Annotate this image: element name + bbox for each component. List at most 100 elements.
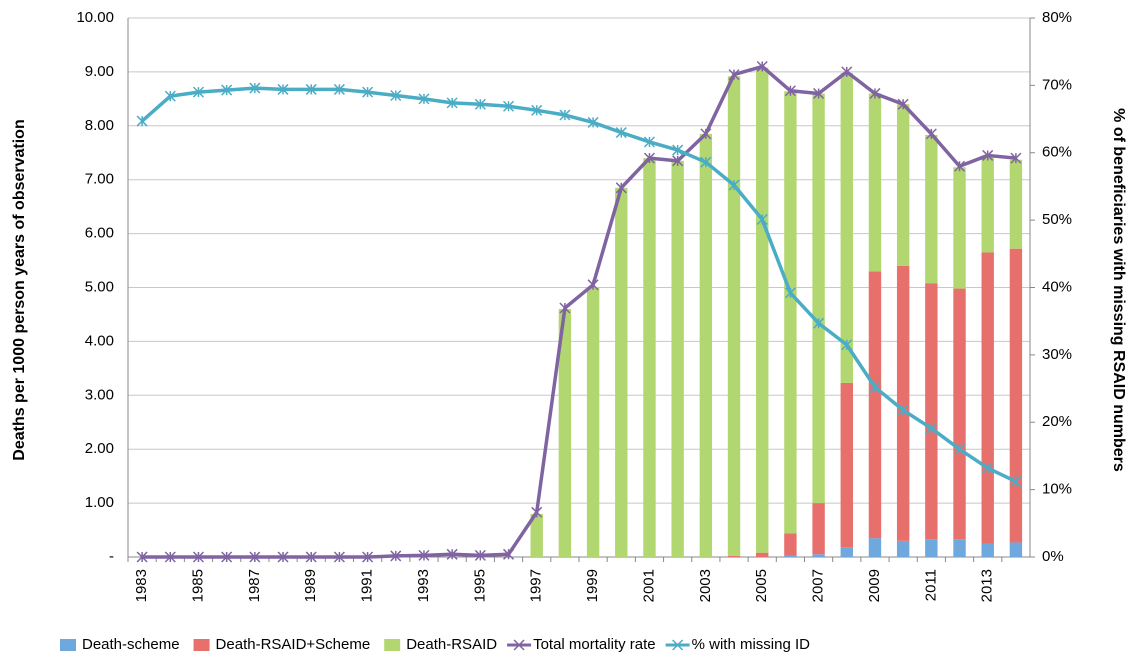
marker bbox=[305, 83, 317, 95]
marker bbox=[728, 69, 740, 81]
y-tick-label: 10.00 bbox=[76, 9, 114, 26]
line bbox=[142, 64, 1017, 559]
x-tick-label: 1999 bbox=[584, 569, 601, 602]
marker bbox=[954, 443, 966, 455]
bar bbox=[756, 552, 769, 557]
bar bbox=[1009, 248, 1023, 543]
bar bbox=[671, 160, 684, 557]
bar bbox=[530, 513, 543, 557]
marker bbox=[841, 339, 853, 351]
marker bbox=[982, 149, 994, 161]
x-tick-label: 1983 bbox=[133, 569, 150, 602]
bar bbox=[784, 533, 797, 556]
bar bbox=[812, 503, 825, 555]
x-tick-label: 2003 bbox=[697, 569, 714, 602]
marker bbox=[756, 213, 768, 225]
bar bbox=[1009, 159, 1023, 249]
y-tick-label: 8.00 bbox=[85, 117, 114, 134]
legend-swatch bbox=[60, 639, 76, 651]
x-tick-label: 2009 bbox=[866, 569, 883, 602]
y-tick-label: 5.00 bbox=[85, 278, 114, 295]
y2-tick-label: 70% bbox=[1042, 76, 1072, 93]
y-tick-label: 9.00 bbox=[85, 63, 114, 80]
bar bbox=[1009, 542, 1023, 557]
bar bbox=[896, 265, 910, 541]
marker bbox=[305, 551, 317, 563]
marker bbox=[643, 136, 655, 148]
bar bbox=[981, 155, 994, 253]
y2-tick-label: 50% bbox=[1042, 211, 1072, 228]
marker bbox=[277, 83, 289, 95]
marker bbox=[813, 87, 825, 99]
marker bbox=[643, 152, 655, 164]
y-tick-label: 3.00 bbox=[85, 386, 114, 403]
x-tick-label: 2011 bbox=[922, 569, 939, 601]
marker bbox=[982, 462, 994, 474]
bar bbox=[840, 547, 853, 557]
bar bbox=[558, 309, 572, 557]
x-tick-label: 2005 bbox=[753, 569, 770, 602]
y2-tick-label: 30% bbox=[1042, 346, 1072, 363]
bar bbox=[699, 133, 713, 557]
marker bbox=[474, 549, 486, 561]
marker bbox=[446, 97, 458, 109]
bar bbox=[981, 543, 994, 557]
marker bbox=[869, 381, 881, 393]
bar bbox=[896, 104, 910, 266]
marker bbox=[700, 128, 712, 140]
marker bbox=[784, 85, 796, 97]
y2-axis-title: % of beneficiaries with missing RSAID nu… bbox=[1110, 108, 1127, 472]
marker bbox=[587, 279, 599, 291]
marker bbox=[277, 551, 289, 563]
marker bbox=[503, 100, 515, 112]
marker bbox=[841, 66, 853, 78]
bar bbox=[953, 167, 966, 289]
marker bbox=[672, 144, 684, 156]
marker bbox=[925, 422, 937, 434]
marker bbox=[390, 89, 402, 102]
legend-label: Total mortality rate bbox=[533, 636, 656, 653]
x-tick-label: 1985 bbox=[189, 569, 206, 602]
marker bbox=[164, 551, 176, 563]
y-tick-label: 4.00 bbox=[85, 332, 114, 349]
line bbox=[140, 86, 1017, 484]
bar bbox=[643, 158, 656, 557]
marker bbox=[559, 302, 571, 314]
marker bbox=[954, 160, 966, 172]
y-tick-label: 7.00 bbox=[85, 171, 114, 188]
bar bbox=[812, 554, 825, 557]
x-tick-label: 1995 bbox=[471, 569, 488, 602]
marker bbox=[390, 550, 402, 562]
y-tick-label: 1.00 bbox=[85, 494, 114, 511]
marker bbox=[784, 287, 796, 299]
bar bbox=[586, 287, 600, 557]
marker bbox=[333, 83, 345, 95]
marker bbox=[503, 548, 515, 560]
marker bbox=[531, 506, 543, 518]
marker bbox=[615, 182, 627, 194]
bar bbox=[784, 91, 797, 534]
bar bbox=[953, 539, 966, 557]
marker bbox=[333, 551, 345, 563]
x-tick-label: 2001 bbox=[640, 569, 657, 602]
legend-label: % with missing ID bbox=[692, 636, 811, 653]
legend-swatch bbox=[193, 639, 210, 651]
marker bbox=[418, 549, 430, 561]
marker bbox=[897, 404, 909, 416]
legend-label: Death-RSAID bbox=[406, 636, 497, 653]
bar bbox=[840, 72, 853, 383]
marker bbox=[136, 115, 148, 127]
y-tick-label: 2.00 bbox=[85, 440, 114, 457]
y-tick-label: 6.00 bbox=[85, 225, 114, 242]
marker bbox=[728, 179, 740, 191]
y-axis-title: Deaths per 1000 person years of observat… bbox=[11, 119, 28, 460]
marker bbox=[615, 127, 627, 139]
marker bbox=[672, 155, 684, 167]
x-tick-label: 1989 bbox=[302, 569, 319, 602]
marker bbox=[136, 551, 148, 563]
legend-label: Death-RSAID+Scheme bbox=[216, 636, 371, 653]
marker bbox=[221, 84, 233, 96]
marker bbox=[362, 551, 374, 563]
x-tick-label: 1993 bbox=[415, 569, 432, 602]
y2-tick-label: 40% bbox=[1042, 278, 1072, 295]
